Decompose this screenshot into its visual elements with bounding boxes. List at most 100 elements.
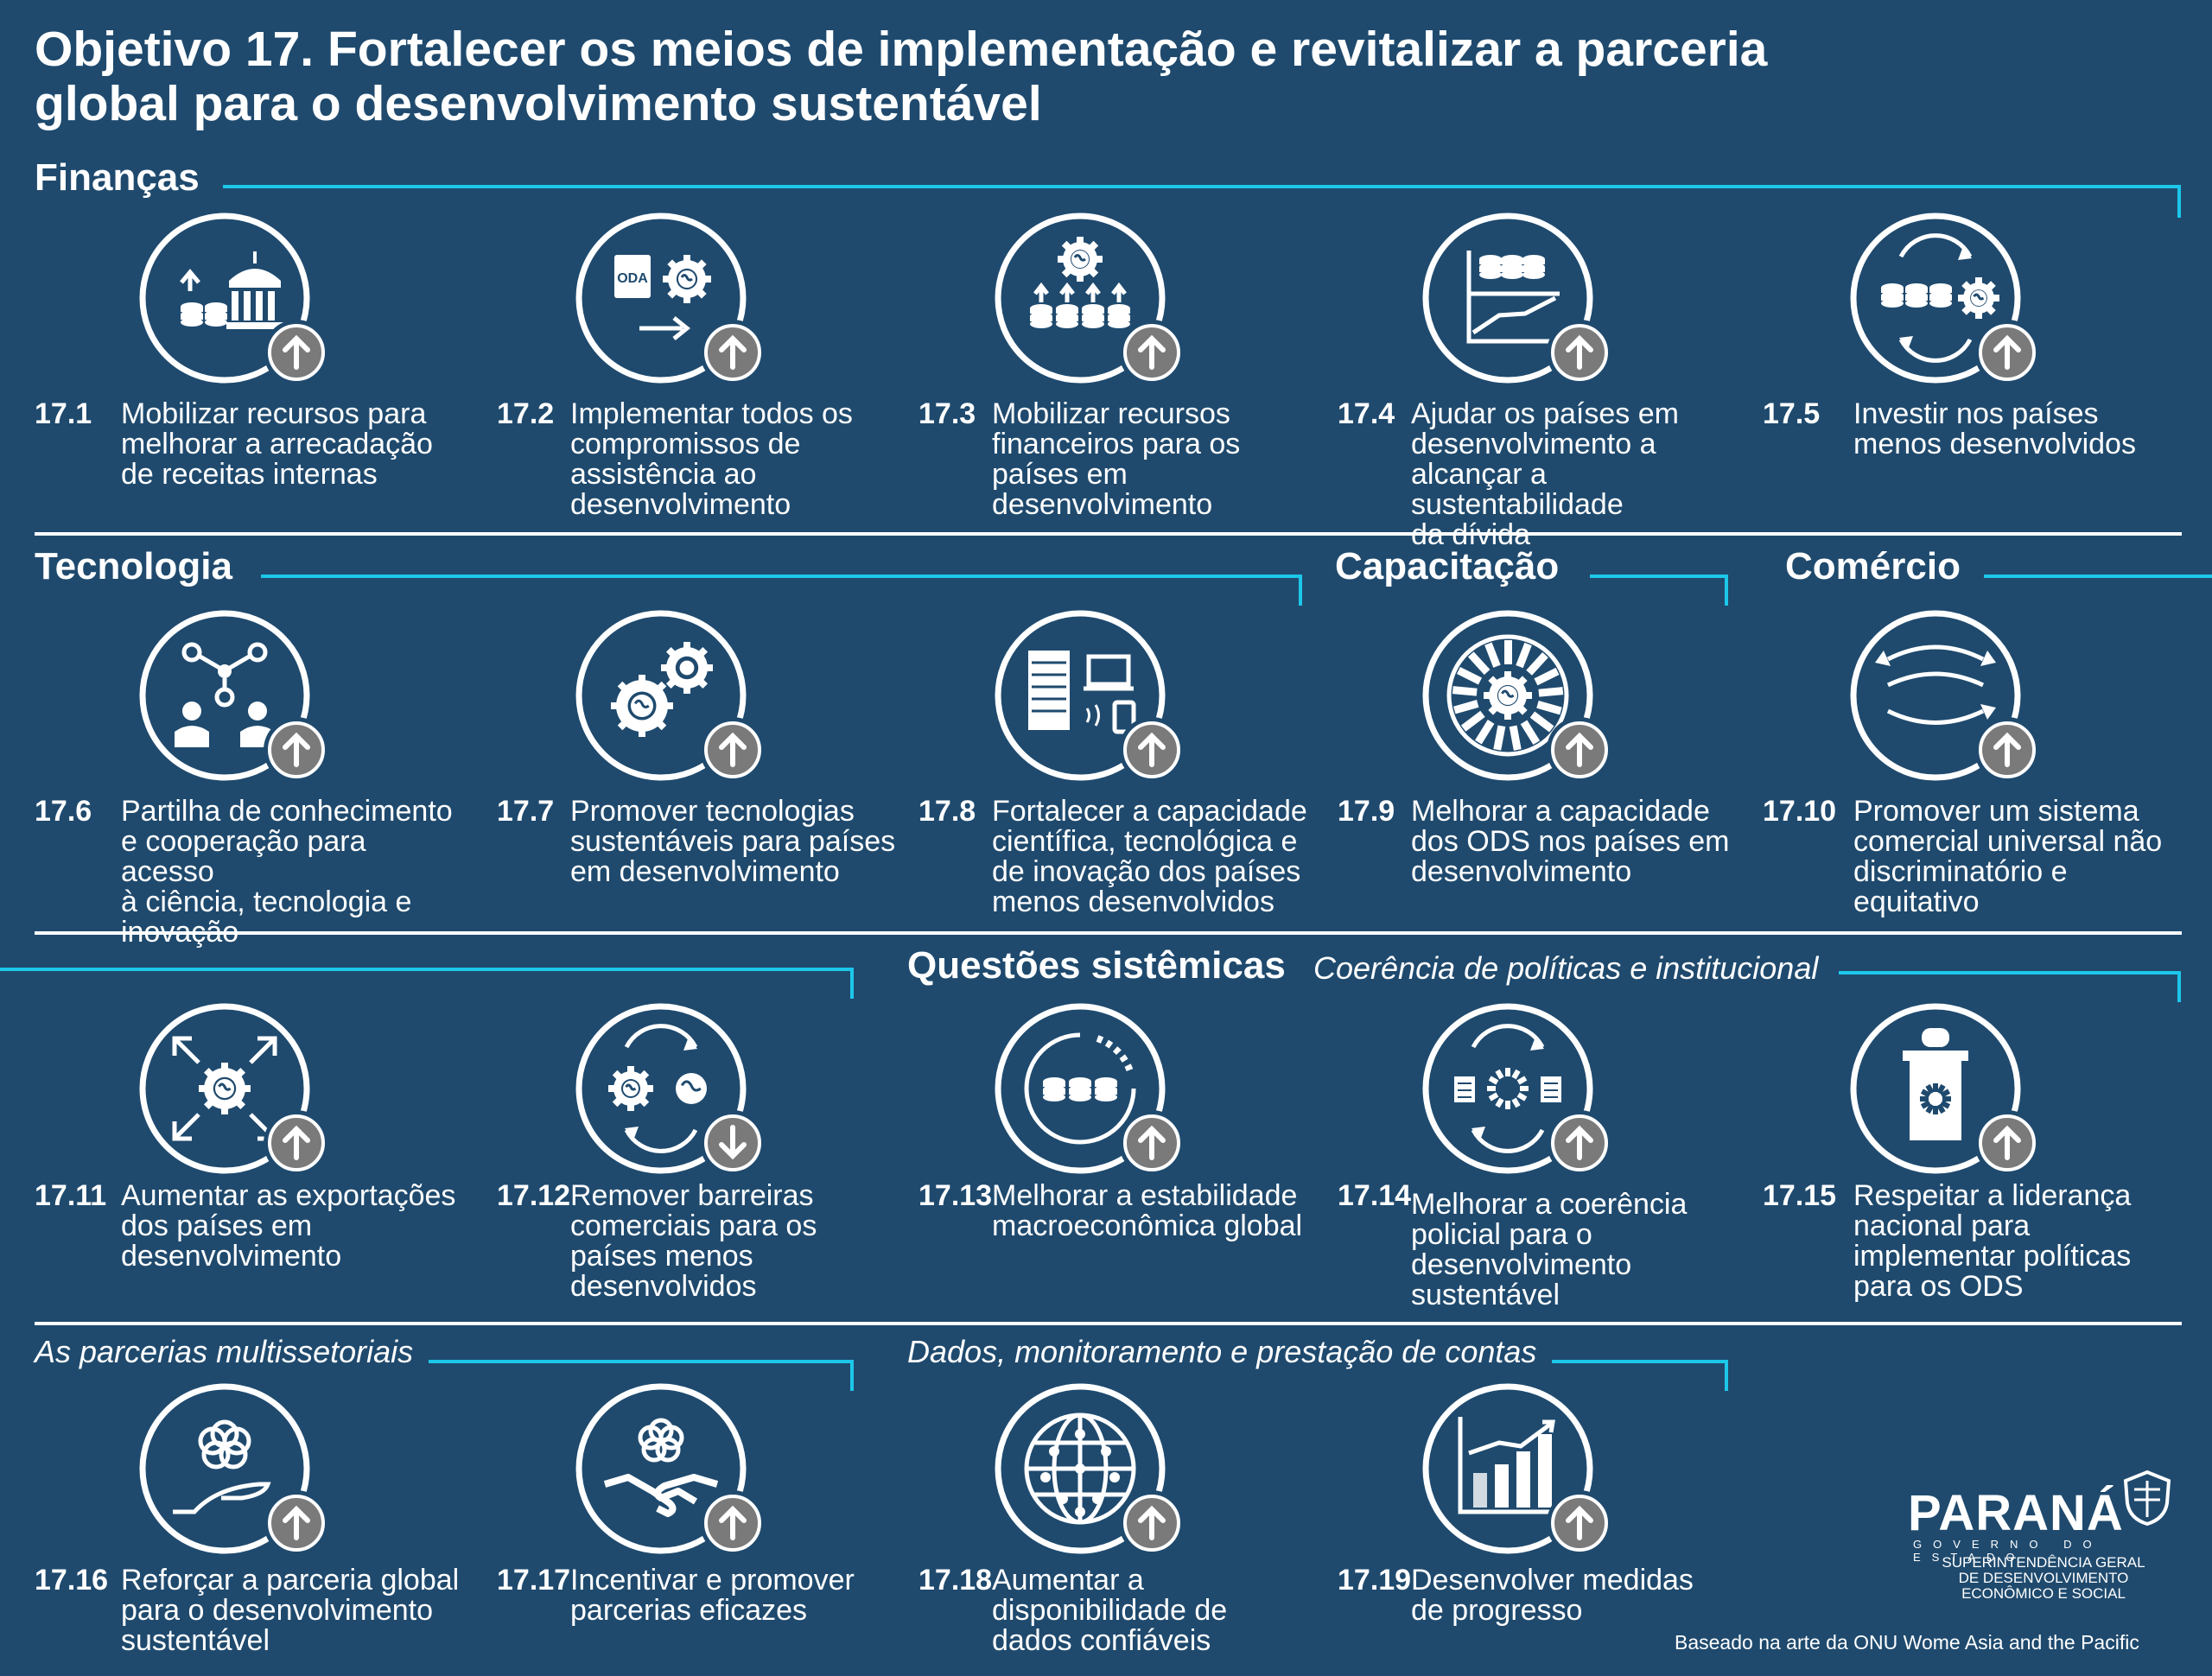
- target-description-line: à ciência, tecnologia e: [121, 886, 412, 918]
- target-description-line: discriminatório e: [1853, 855, 2068, 888]
- target-description-line: Respeitar a liderança: [1853, 1179, 2132, 1212]
- arrow-up-badge-icon: [1547, 1110, 1612, 1176]
- accent-line: [223, 185, 2181, 188]
- target-description-line: países menos: [570, 1240, 753, 1273]
- target-description-line: Desenvolver medidas: [1411, 1564, 1694, 1597]
- target-description: Implementar todos os compromissos de assis…: [570, 399, 916, 520]
- target-description-line: alcançar a sustentabilidade: [1411, 458, 1624, 521]
- target-number: 17.14: [1338, 1179, 1412, 1212]
- target-description-line: Melhorar a coerência: [1411, 1188, 1688, 1221]
- target-description-line: sustentáveis para países: [570, 825, 896, 858]
- target-description-line: Melhorar a capacidade: [1411, 795, 1710, 828]
- target-number: 17.8: [918, 795, 976, 828]
- accent-line: [850, 968, 854, 999]
- coat-of-arms-icon: [2123, 1470, 2171, 1527]
- accent-line: [1590, 575, 1728, 578]
- accent-line: [850, 1360, 854, 1391]
- target-number: 17.16: [35, 1564, 109, 1597]
- arrow-up-badge-icon: [1119, 1490, 1185, 1556]
- target-description-line: implementar políticas: [1853, 1240, 2132, 1273]
- target-description-line: desenvolvimento: [992, 488, 1213, 521]
- arrow-up-badge-icon: [1547, 320, 1612, 385]
- section-capacitacao: Capacitação: [1335, 545, 1560, 587]
- target-number: 17.7: [497, 795, 555, 828]
- target-description-line: Investir nos países: [1853, 397, 2099, 430]
- target-description: Mobilizar recursos financeiros para os paí…: [992, 399, 1338, 520]
- accent-line: [1299, 575, 1302, 606]
- target-description-line: desenvolvidos: [570, 1270, 757, 1303]
- server-devices-icon: [994, 609, 1185, 783]
- target-number: 17.1: [35, 397, 92, 430]
- section-financas: Finanças: [35, 156, 200, 199]
- target-description-line: científica, tecnológica e: [992, 825, 1298, 858]
- podium-icon: [1849, 1002, 2040, 1176]
- arrow-up-badge-icon: [1547, 717, 1612, 783]
- target-description-line: desenvolvimento: [570, 488, 791, 521]
- accent-line: [2177, 185, 2181, 218]
- target-description: Desenvolver medidas de progresso: [1411, 1565, 1757, 1626]
- target-number: 17.3: [918, 397, 976, 430]
- target-description-line: para os ODS: [1853, 1270, 2024, 1303]
- coins-chart-icon: [1421, 212, 1612, 385]
- target-description-line: comercial universal não: [1853, 825, 2163, 858]
- target-description: Aumentar as exportações dos países em dese…: [121, 1181, 467, 1272]
- target-description-line: Aumentar as exportações: [121, 1179, 456, 1212]
- target-description: Remover barreiras comerciais para os paíse…: [570, 1181, 916, 1302]
- target-description-line: da dívida: [1411, 518, 1530, 551]
- target-description-line: nacional para: [1853, 1209, 2031, 1242]
- logo-sub-line: SUPERINTENDÊNCIA GERAL: [1942, 1554, 2145, 1571]
- handshake-icon: [575, 1382, 766, 1556]
- arrow-up-badge-icon: [1974, 717, 2040, 783]
- section-tecnologia: Tecnologia: [35, 545, 232, 587]
- target-description: Partilha de conhecimento e cooperação par…: [121, 797, 467, 948]
- target-description: Investir nos países menos desenvolvidos: [1853, 399, 2199, 460]
- arrow-up-badge-icon: [1119, 1110, 1185, 1176]
- target-description: Fortalecer a capacidade científica, tecno…: [992, 797, 1338, 917]
- divider: [35, 1322, 2182, 1325]
- subsection-parcerias: As parcerias multissetoriais: [35, 1334, 414, 1369]
- target-description-line: Promover tecnologias: [570, 795, 855, 828]
- target-description-line: dos ODS nos países em: [1411, 825, 1730, 858]
- svg-text:ODA: ODA: [617, 271, 648, 286]
- target-description-line: dos países em: [121, 1209, 313, 1242]
- target-description-line: comerciais para os: [570, 1209, 817, 1242]
- target-description: Aumentar a disponibilidade de dados confiá…: [992, 1565, 1338, 1656]
- trade-arrows-icon: [1849, 609, 2040, 783]
- gear-globe-cycle-icon: [575, 1002, 766, 1176]
- target-description-line: sustentável: [121, 1624, 270, 1657]
- accent-line: [2177, 971, 2181, 1002]
- target-description-line: desenvolvimento: [121, 1240, 342, 1273]
- section-comercio: Comércio: [1785, 545, 1961, 587]
- credit-text: Baseado na arte da ONU Wome Asia and the…: [1675, 1631, 2139, 1654]
- target-description-line: e cooperação para acesso: [121, 825, 366, 888]
- target-description: Melhorar a estabilidade macroeconômica gl…: [992, 1181, 1338, 1241]
- arrow-up-badge-icon: [1119, 320, 1185, 385]
- target-description: Mobilizar recursos para melhorar a arreca…: [121, 399, 467, 490]
- target-description-line: desenvolvimento a: [1411, 428, 1656, 460]
- target-description-line: equitativo: [1853, 886, 1980, 918]
- hand-flower-icon: [138, 1382, 329, 1556]
- target-description-line: desenvolvimento: [1411, 855, 1632, 888]
- target-number: 17.17: [497, 1564, 571, 1597]
- target-number: 17.6: [35, 795, 92, 828]
- network-people-icon: [138, 609, 329, 783]
- target-description: Ajudar os países em desenvolvimento a alca…: [1411, 399, 1757, 550]
- target-description-line: em desenvolvimento: [570, 855, 840, 888]
- target-description: Promover tecnologias sustentáveis para pa…: [570, 797, 916, 887]
- target-description-line: Aumentar a: [992, 1564, 1144, 1597]
- target-description-line: compromissos de: [570, 428, 801, 460]
- target-description-line: de progresso: [1411, 1594, 1583, 1627]
- target-description-line: policial para o: [1411, 1218, 1592, 1251]
- target-number: 17.13: [918, 1179, 993, 1212]
- target-description-line: Mobilizar recursos para: [121, 397, 427, 430]
- coins-cycle-icon: [1849, 212, 2040, 385]
- arrow-up-badge-icon: [264, 320, 329, 385]
- coins-ring-icon: [994, 1002, 1185, 1176]
- bar-chart-icon: [1421, 1382, 1612, 1556]
- target-description-line: macroeconômica global: [992, 1209, 1303, 1242]
- target-description-line: menos desenvolvidos: [992, 886, 1274, 918]
- logo-subtitle: SUPERINTENDÊNCIA GERAL DE DESENVOLVIMENT…: [1910, 1555, 2177, 1602]
- arrow-up-badge-icon: [1974, 320, 2040, 385]
- subsection-coerencia: Coerência de políticas e institucional: [1313, 950, 1819, 986]
- target-number: 17.18: [918, 1564, 993, 1597]
